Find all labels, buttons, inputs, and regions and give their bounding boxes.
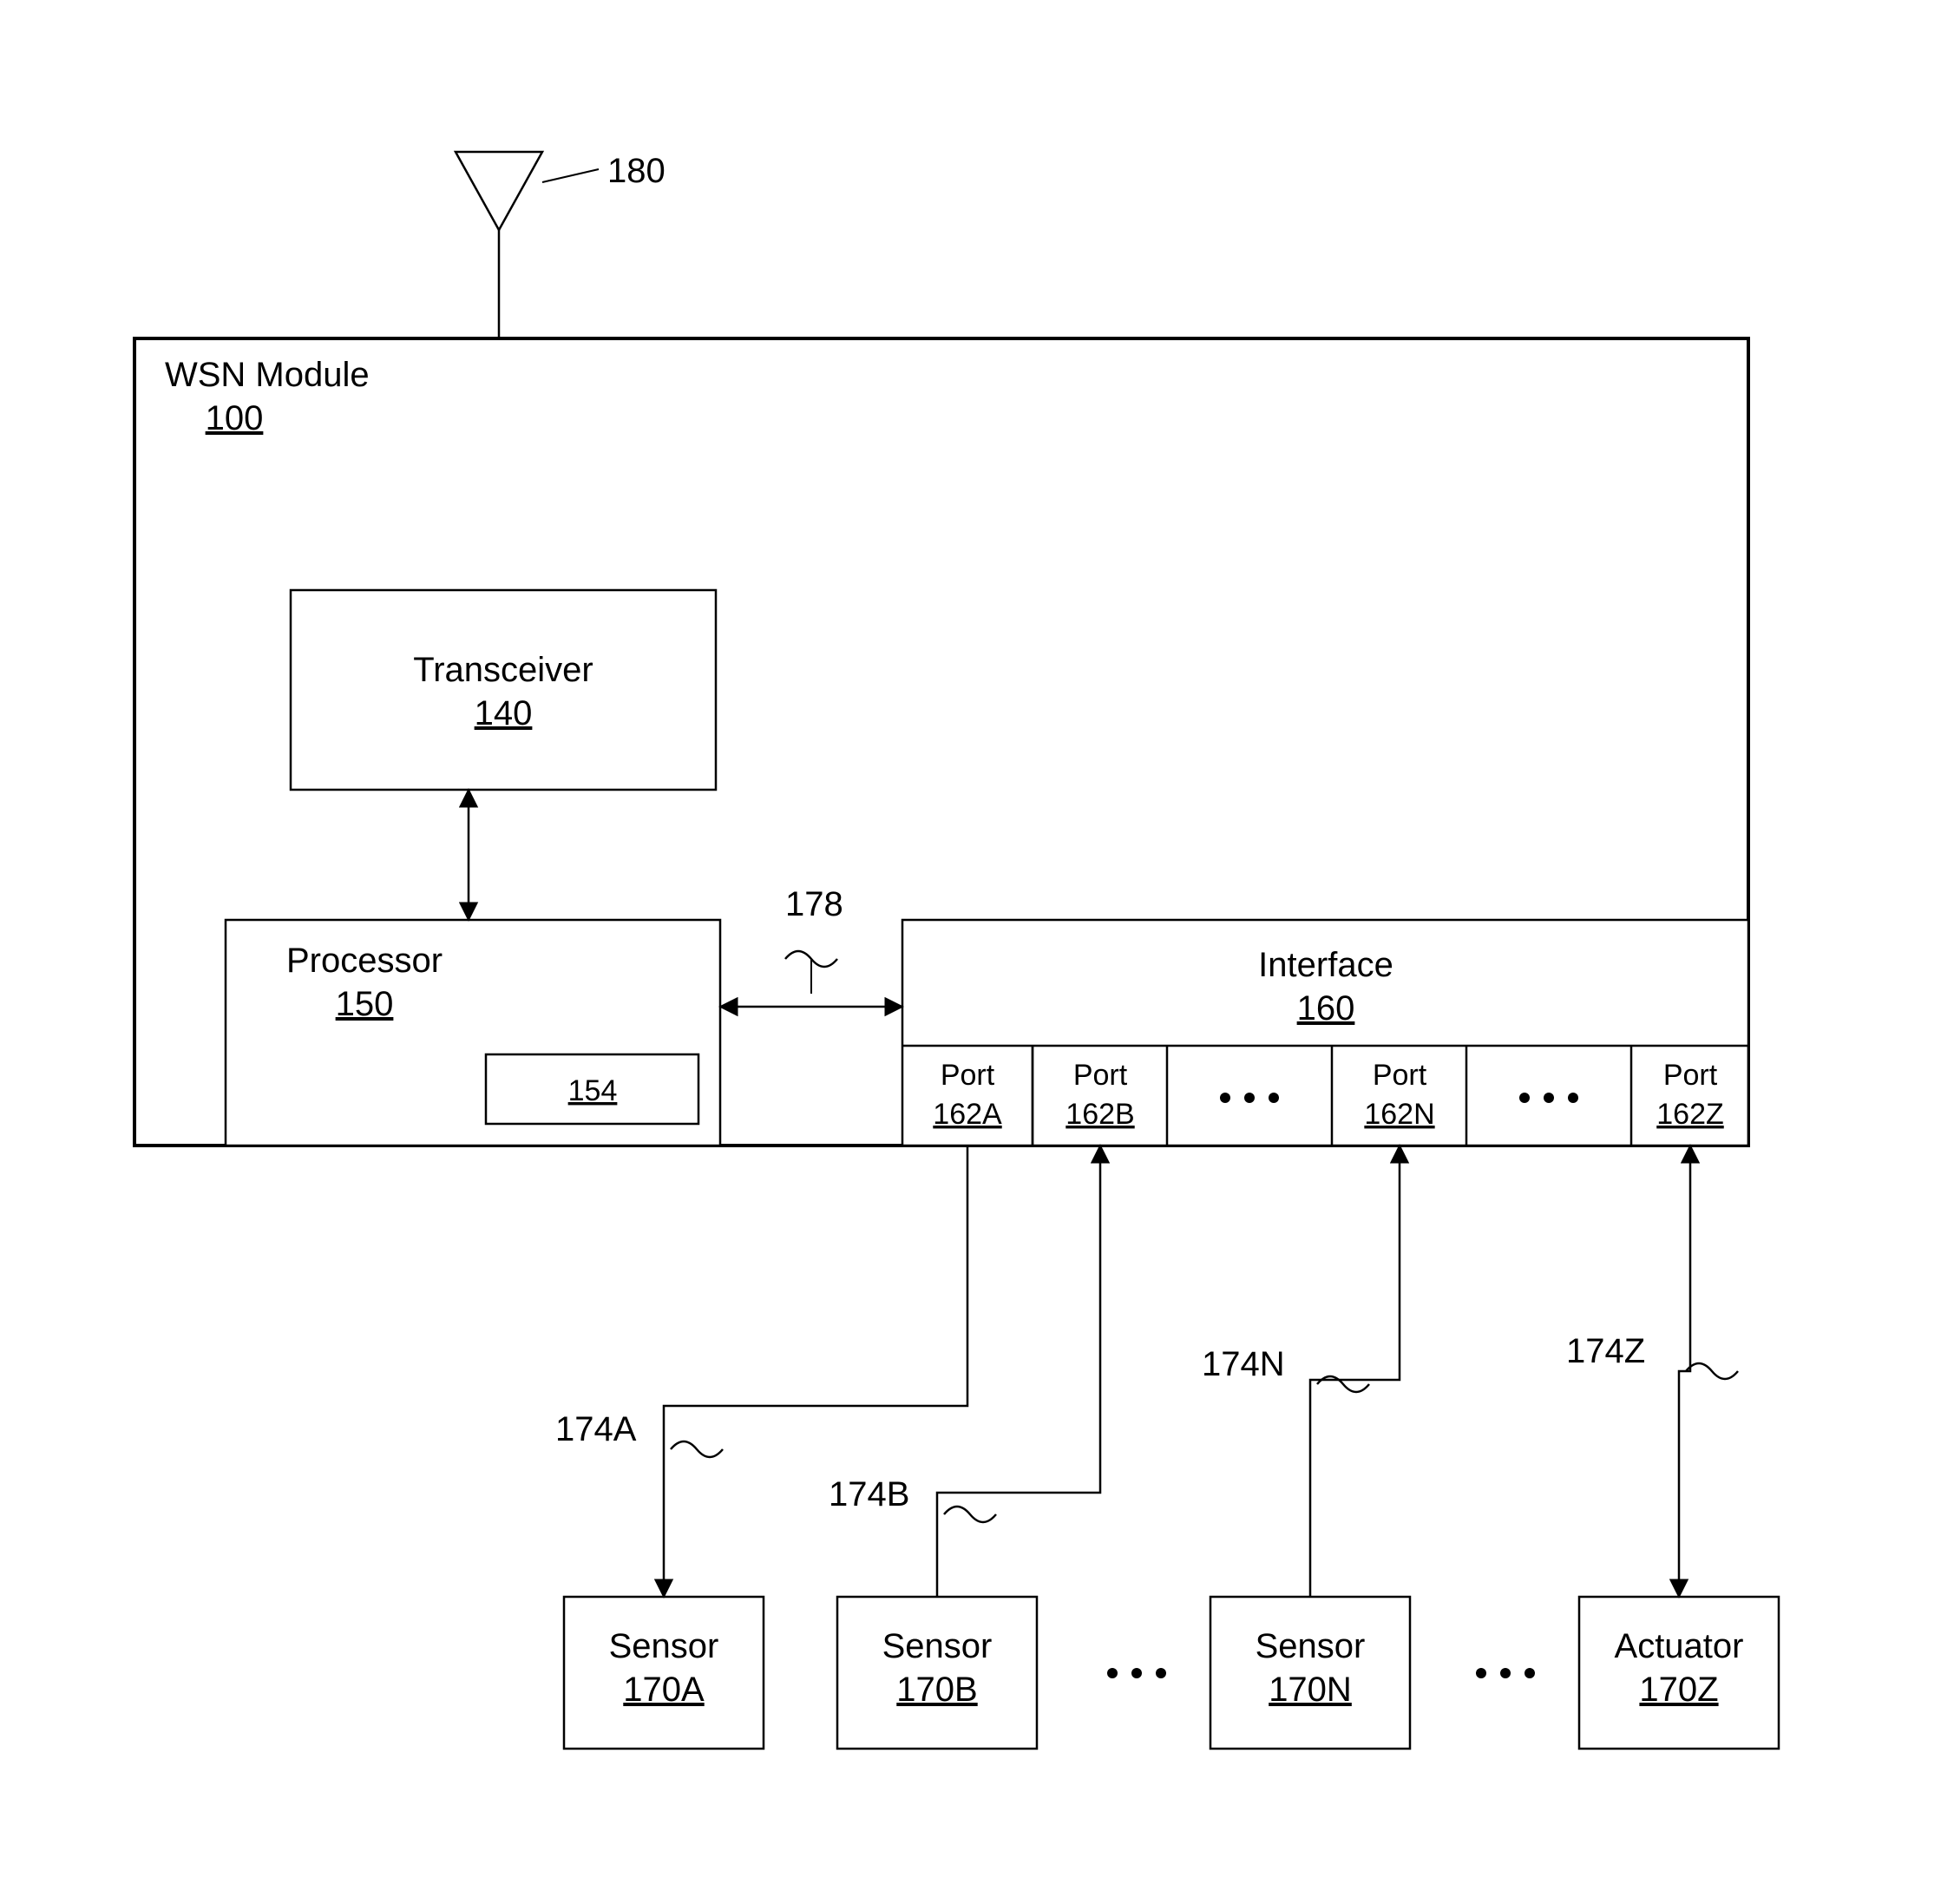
device-ellipsis-0	[1107, 1668, 1166, 1678]
conn-174Z	[1679, 1146, 1690, 1597]
transceiver-label: Transceiver	[413, 651, 593, 689]
transceiver-ref: 140	[475, 694, 533, 732]
callout-174N-label: 174N	[1202, 1345, 1285, 1383]
interface-label: Interface	[1258, 946, 1393, 984]
conn-174B	[937, 1146, 1100, 1597]
port-label-2: Port	[1373, 1059, 1427, 1092]
callout-174B-squiggle	[944, 1507, 996, 1522]
callout-174A-label: 174A	[555, 1410, 637, 1448]
callout-174B-label: 174B	[829, 1475, 909, 1513]
wsn-module-label: WSN Module	[165, 356, 370, 394]
callout-174Z-label: 174Z	[1566, 1332, 1645, 1370]
device-label-2: Sensor	[1256, 1627, 1366, 1665]
device-ellipsis-1	[1476, 1668, 1535, 1678]
port-label-3: Port	[1663, 1059, 1718, 1092]
antenna-ref: 180	[607, 152, 666, 190]
callout-174A-squiggle	[671, 1441, 723, 1457]
transceiver-box	[291, 590, 716, 790]
processor-inner-ref: 154	[568, 1074, 618, 1107]
callout-174N-squiggle	[1317, 1376, 1369, 1392]
port-ref-2: 162N	[1364, 1098, 1434, 1131]
device-ref-2: 170N	[1269, 1671, 1352, 1709]
interface-ref: 160	[1297, 989, 1355, 1028]
conn-174N	[1310, 1146, 1400, 1597]
device-label-0: Sensor	[609, 1627, 719, 1665]
port-ref-1: 162B	[1066, 1098, 1134, 1131]
callout-178-label: 178	[785, 885, 843, 923]
port-label-1: Port	[1073, 1059, 1128, 1092]
port-ref-0: 162A	[933, 1098, 1002, 1131]
conn-174A	[664, 1146, 967, 1597]
device-ref-0: 170A	[623, 1671, 705, 1709]
port-ellipsis-0	[1220, 1093, 1279, 1103]
processor-label: Processor	[286, 942, 443, 980]
antenna-icon	[456, 152, 542, 230]
port-ref-3: 162Z	[1656, 1098, 1724, 1131]
wsn-module-ref: 100	[206, 399, 264, 437]
device-ref-3: 170Z	[1639, 1671, 1718, 1709]
processor-ref: 150	[336, 985, 394, 1023]
device-ref-1: 170B	[896, 1671, 977, 1709]
callout-174Z-squiggle	[1686, 1363, 1738, 1379]
device-label-3: Actuator	[1615, 1627, 1744, 1665]
port-label-0: Port	[941, 1059, 995, 1092]
device-label-1: Sensor	[882, 1627, 993, 1665]
antenna-leader	[542, 169, 599, 182]
port-ellipsis-1	[1519, 1093, 1578, 1103]
